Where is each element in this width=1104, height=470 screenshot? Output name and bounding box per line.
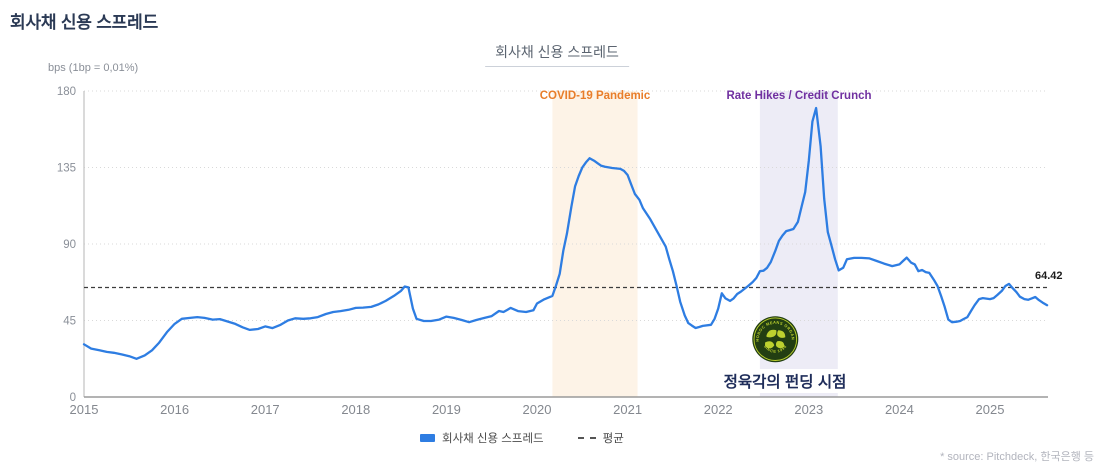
series-line-spread <box>82 106 1049 360</box>
y-tick-label: 0 <box>70 392 76 404</box>
annotation-rate-hikes: Rate Hikes / Credit Crunch <box>726 90 872 102</box>
x-tick-label: 2015 <box>70 402 99 417</box>
annotation-covid-pandemic: COVID-19 Pandemic <box>539 90 651 102</box>
y-tick-label: 45 <box>63 316 76 328</box>
region-band-0 <box>552 91 638 397</box>
source-note: * source: Pitchdeck, 한국은행 등 <box>940 451 1094 463</box>
legend-label-spread: 회사채 신용 스프레드 <box>442 433 544 445</box>
x-tick-label: 2017 <box>251 402 280 417</box>
y-axis-unit-label: bps (1bp = 0,01%) <box>48 62 139 74</box>
legend-label-average: 평균 <box>602 433 624 445</box>
x-tick-label: 2016 <box>160 402 189 417</box>
y-tick-label: 90 <box>63 239 76 251</box>
x-tick-label: 2020 <box>523 402 552 417</box>
y-tick-label: 180 <box>57 86 76 98</box>
x-tick-label: 2023 <box>794 402 823 417</box>
legend-item-average[interactable]: 평균 <box>577 430 624 446</box>
chart-title: 회사채 신용 스프레드 <box>485 42 629 67</box>
x-tick-label: 2025 <box>976 402 1005 417</box>
x-tick-label: 2019 <box>432 402 461 417</box>
page-title: 회사채 신용 스프레드 <box>10 13 159 32</box>
x-tick-label: 2018 <box>341 402 370 417</box>
average-value-label: 64.42 <box>1035 270 1063 282</box>
chart-legend: 회사채 신용 스프레드 평균 <box>420 430 624 446</box>
legend-item-spread[interactable]: 회사채 신용 스프레드 <box>420 430 544 446</box>
legend-swatch-dashed-icon <box>577 437 596 439</box>
funding-marker-label: 정육각의 펀딩 시점 <box>718 369 852 393</box>
funding-badge-logo-icon: CHOROC MEANS ORGANICSINCE 1998 <box>752 316 799 363</box>
y-tick-label: 135 <box>57 163 76 175</box>
x-tick-label: 2022 <box>704 402 733 417</box>
x-tick-label: 2024 <box>885 402 914 417</box>
x-tick-label: 2021 <box>613 402 642 417</box>
legend-swatch-line-icon <box>420 434 435 442</box>
